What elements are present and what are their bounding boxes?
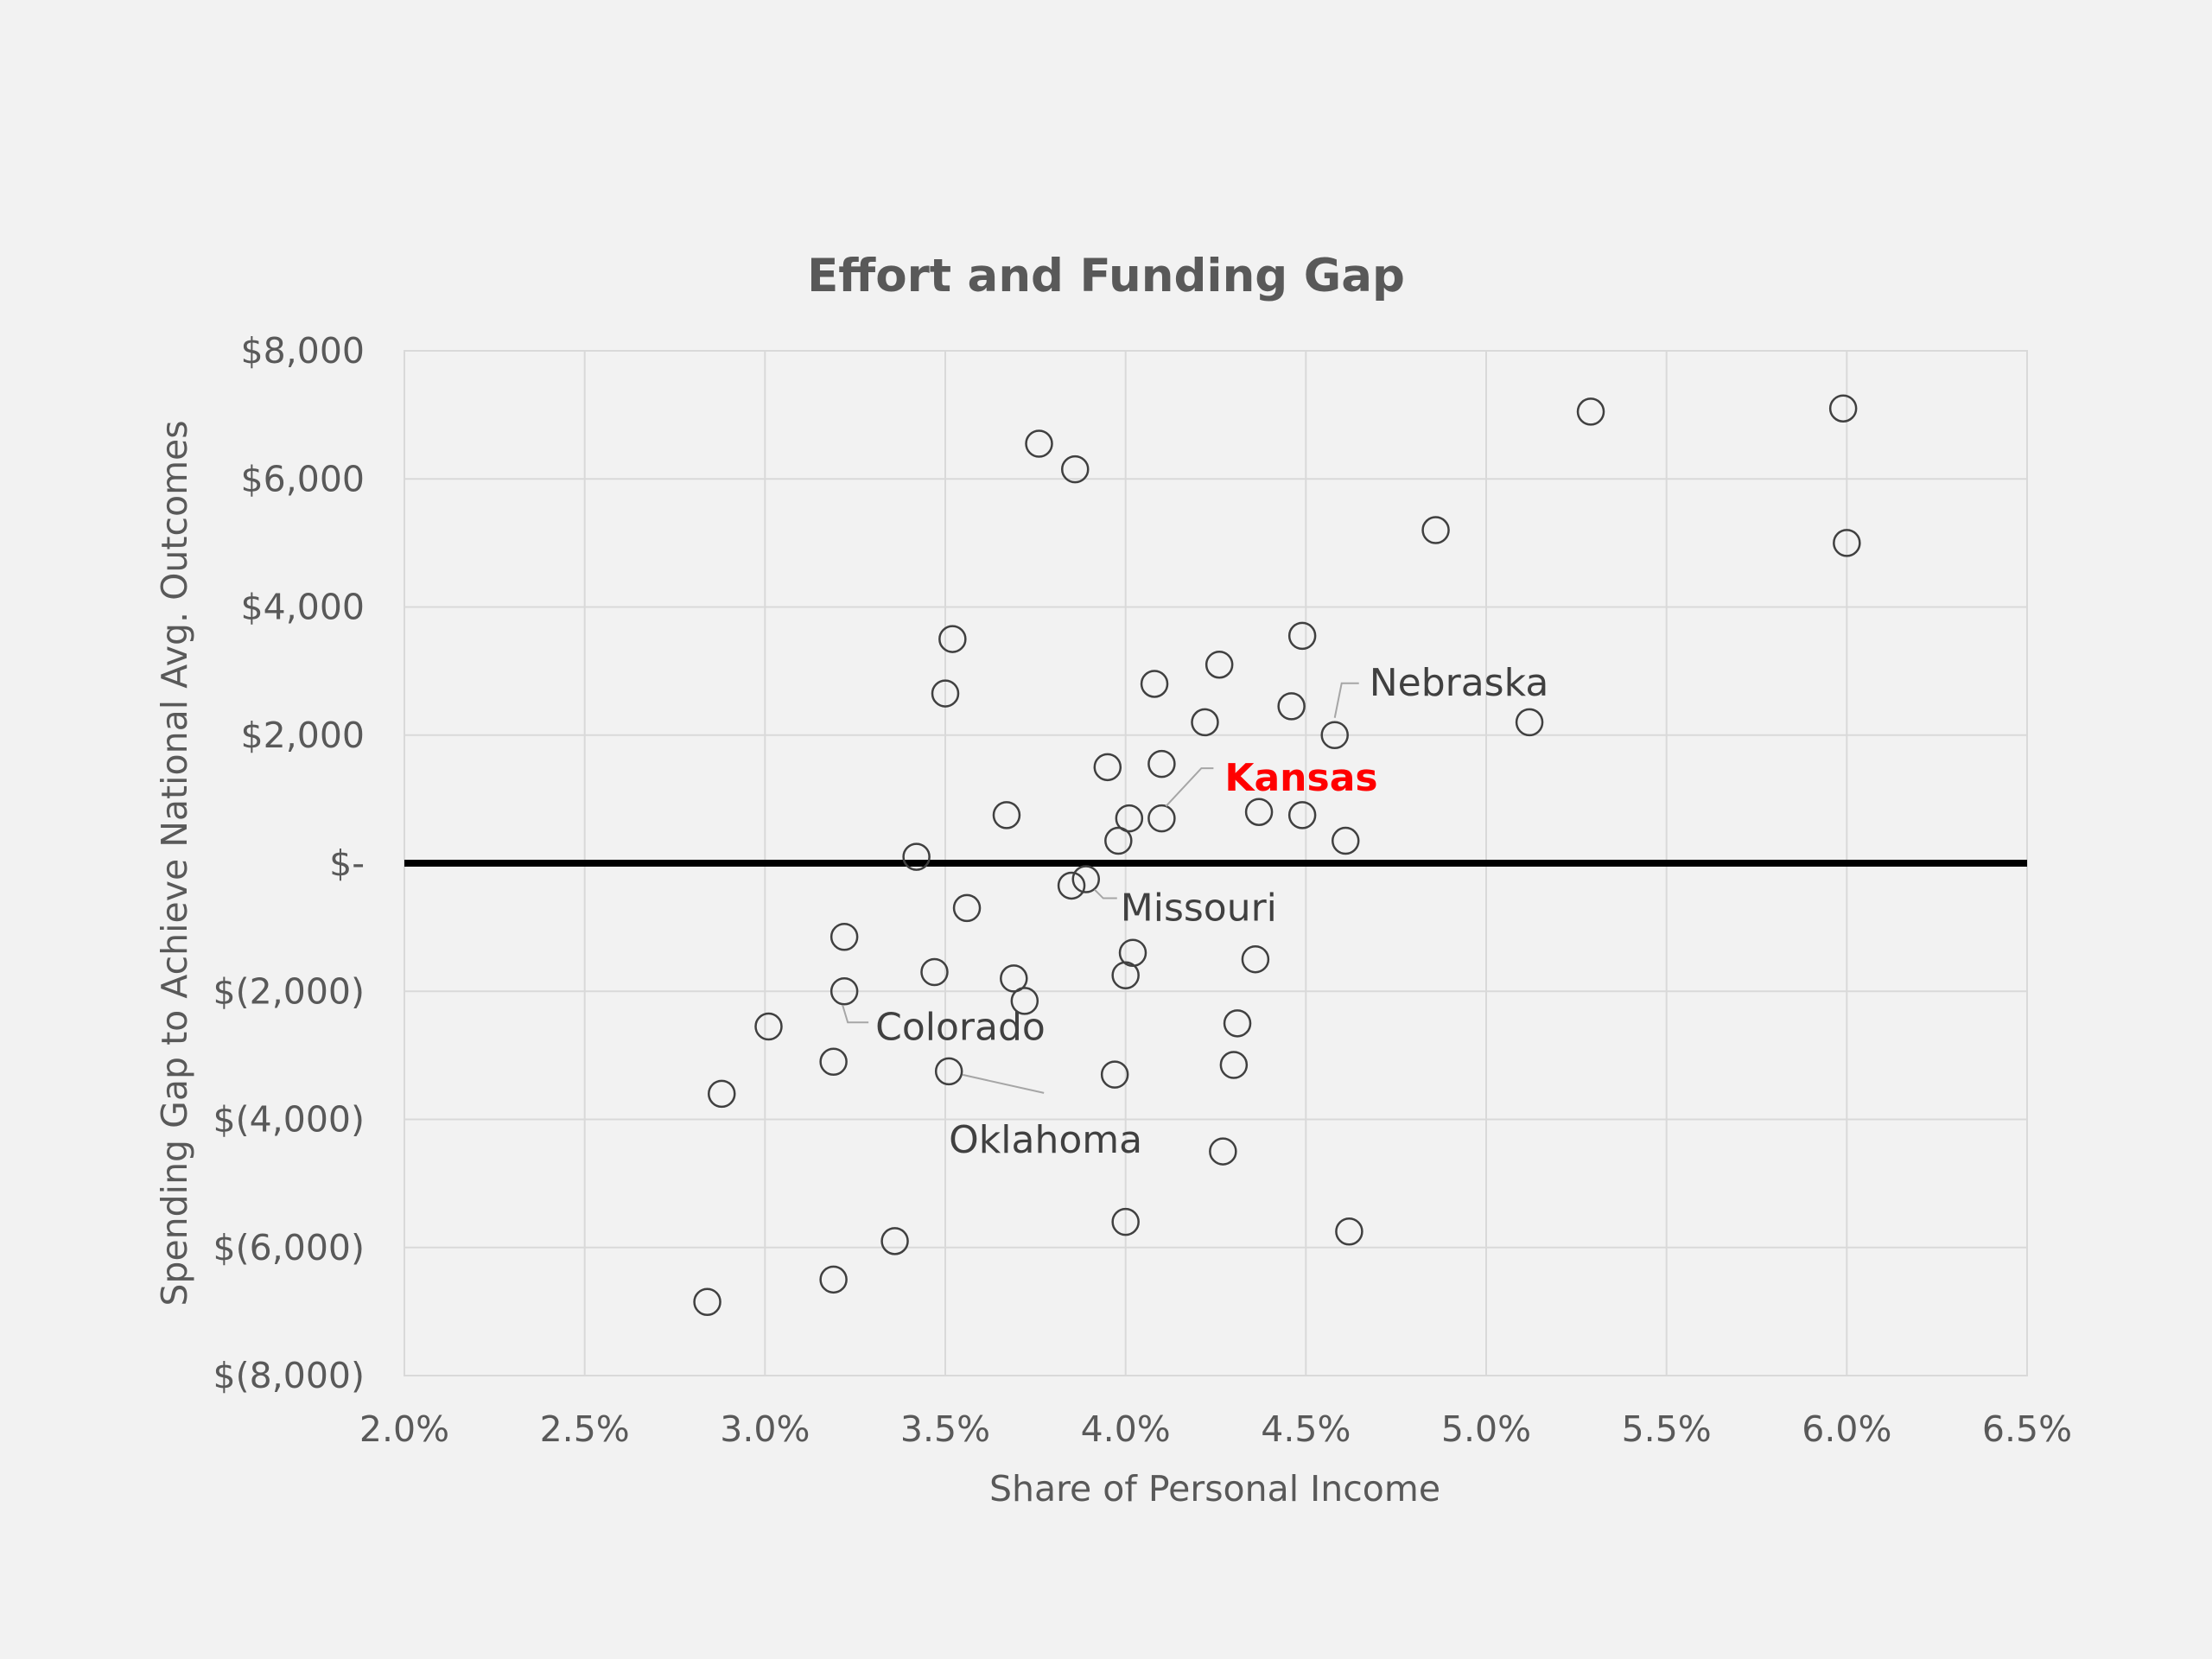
data-point — [819, 1047, 848, 1077]
data-point — [1244, 798, 1274, 826]
data-point — [1111, 1207, 1140, 1236]
data-point — [1060, 454, 1090, 484]
x-tick-label: 2.0% — [359, 1408, 449, 1450]
annotation-oklahoma: Oklahoma — [949, 1118, 1142, 1162]
annotation-missouri: Missouri — [1121, 887, 1277, 931]
annotation-leader — [1333, 682, 1359, 718]
data-point — [830, 977, 859, 1006]
data-point — [819, 1265, 848, 1294]
data-point — [934, 1057, 963, 1086]
data-point — [1223, 1009, 1252, 1038]
y-tick-label: $6,000 — [241, 458, 365, 499]
y-tick-label: $(4,000) — [213, 1099, 365, 1141]
x-tick-label: 2.5% — [540, 1408, 630, 1450]
annotation-leader — [962, 1073, 1045, 1094]
data-point — [1320, 721, 1349, 749]
data-point — [708, 1079, 736, 1109]
data-point — [1057, 871, 1086, 900]
data-point — [938, 625, 967, 653]
data-point — [1241, 944, 1270, 974]
annotation-leader — [1165, 767, 1214, 807]
data-point — [1335, 1217, 1363, 1246]
annotation-leader — [1094, 888, 1117, 899]
data-points — [693, 394, 1861, 1317]
data-point — [830, 922, 859, 951]
data-point — [1277, 692, 1306, 721]
data-point — [931, 679, 960, 708]
data-point — [1025, 429, 1053, 458]
data-point — [1104, 826, 1133, 855]
data-point — [952, 893, 982, 923]
data-point — [1421, 516, 1450, 544]
x-tick-label: 3.0% — [720, 1408, 810, 1450]
data-point — [1147, 804, 1176, 833]
data-point — [1205, 650, 1234, 679]
data-point — [1209, 1137, 1237, 1166]
data-point — [1219, 1051, 1249, 1079]
data-point — [1071, 865, 1101, 893]
data-point — [1191, 708, 1219, 737]
data-point — [1287, 621, 1317, 651]
data-point — [1010, 987, 1039, 1015]
y-tick-label: $- — [329, 842, 365, 884]
data-point — [1147, 749, 1176, 779]
y-tick-label: $(6,000) — [213, 1227, 365, 1268]
data-point — [693, 1287, 721, 1317]
data-point — [1000, 964, 1028, 993]
x-tick-label: 4.5% — [1261, 1408, 1351, 1450]
x-tick-label: 5.0% — [1441, 1408, 1531, 1450]
data-point — [880, 1227, 909, 1255]
y-axis-label: Spending Gap to Achieve National Avg. Ou… — [154, 420, 195, 1306]
annotation-nebraska: Nebraska — [1370, 661, 1549, 705]
y-tick-label: $4,000 — [241, 587, 365, 628]
chart-title: Effort and Funding Gap — [807, 250, 1405, 302]
x-tick-label: 6.5% — [1982, 1408, 2072, 1450]
data-point — [1287, 801, 1317, 830]
x-tick-label: 4.0% — [1081, 1408, 1171, 1450]
y-axis-ticks: $8,000 $6,000 $4,000 $2,000 $- $(2,000) $(4,00… — [213, 330, 365, 1396]
data-point — [1140, 670, 1169, 698]
annotation-kansas: Kansas — [1224, 756, 1377, 800]
data-point — [902, 842, 931, 871]
x-tick-label: 6.0% — [1802, 1408, 1891, 1450]
data-point — [1111, 961, 1140, 989]
x-axis-label: Share of Personal Income — [989, 1468, 1440, 1510]
y-tick-label: $(8,000) — [213, 1355, 365, 1396]
data-point — [1093, 753, 1122, 782]
data-point — [1576, 397, 1605, 426]
data-point — [1515, 708, 1544, 737]
x-axis-ticks: 2.0% 2.5% 3.0% 3.5% 4.0% 4.5% 5.0% 5.5% 6.0% 6.5% — [359, 1408, 2072, 1450]
annotation-colorado: Colorado — [875, 1005, 1046, 1049]
y-tick-label: $(2,000) — [213, 970, 365, 1012]
x-tick-label: 3.5% — [900, 1408, 990, 1450]
annotations: Nebraska Kansas Missouri Colorado Oklahoma — [842, 661, 1548, 1162]
x-tick-label: 5.5% — [1622, 1408, 1712, 1450]
annotation-leader — [842, 1004, 869, 1024]
data-point — [1331, 826, 1360, 855]
data-point — [992, 801, 1021, 830]
data-point — [754, 1012, 783, 1041]
y-tick-label: $8,000 — [241, 330, 365, 372]
data-point — [1115, 804, 1144, 833]
data-point — [1828, 394, 1858, 423]
data-point — [1833, 529, 1861, 557]
data-point — [920, 957, 949, 987]
data-point — [1100, 1060, 1129, 1089]
y-tick-label: $2,000 — [241, 715, 365, 756]
